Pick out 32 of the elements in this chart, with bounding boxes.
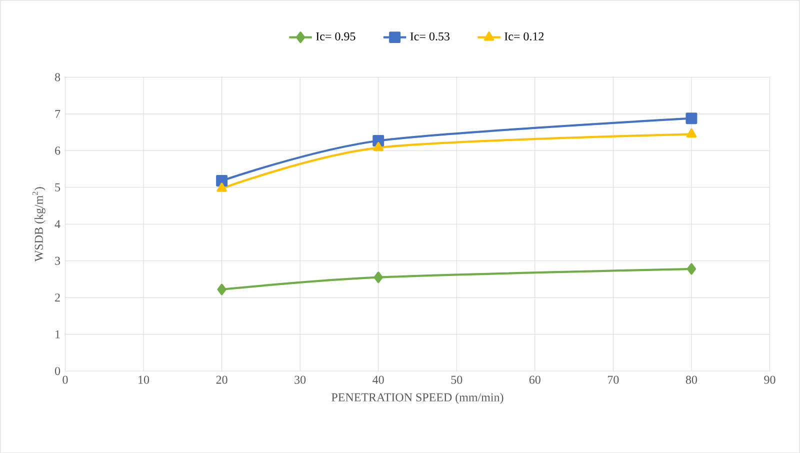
y-tick-label: 8 — [54, 73, 60, 82]
y-tick-label: 6 — [55, 146, 60, 155]
x-tick-label: 0 — [62, 376, 68, 384]
point — [686, 128, 697, 138]
y-tick-label: 4 — [54, 220, 60, 228]
y-tick-label: 1 — [56, 330, 60, 338]
y-tick-label: 2 — [55, 293, 60, 302]
y-axis-title: WSDB (kg/m$^{2}$) — [32, 187, 46, 262]
point — [686, 263, 696, 275]
x-axis-title: PENETRATION SPEED (mm/min) — [332, 392, 504, 404]
legend-label: Ic= 0.95 — [316, 32, 356, 40]
y-tick-label: 0 — [54, 366, 60, 375]
point — [374, 272, 383, 283]
x-tick-label: 60 — [529, 376, 540, 384]
x-tick-label: 50 — [451, 376, 462, 384]
point — [373, 142, 384, 152]
x-tick-label: 10 — [138, 376, 150, 384]
point — [217, 284, 226, 296]
x-tick-label: 90 — [764, 376, 776, 384]
y-tick-label: 7 — [55, 110, 60, 118]
legend-label: Ic= 0.12 — [504, 32, 544, 40]
x-tick-label: 20 — [216, 376, 228, 384]
y-tick-label: 3 — [55, 256, 60, 265]
x-tick-label: 40 — [372, 376, 384, 384]
point — [216, 182, 227, 192]
y-tick-label: 5 — [55, 183, 60, 192]
point — [686, 112, 698, 124]
x-tick-label: 30 — [294, 376, 306, 384]
x-tick-label: 80 — [686, 376, 697, 384]
point — [216, 174, 228, 186]
legend-label: Ic= 0.53 — [410, 32, 450, 40]
x-tick-label: 70 — [608, 376, 619, 384]
